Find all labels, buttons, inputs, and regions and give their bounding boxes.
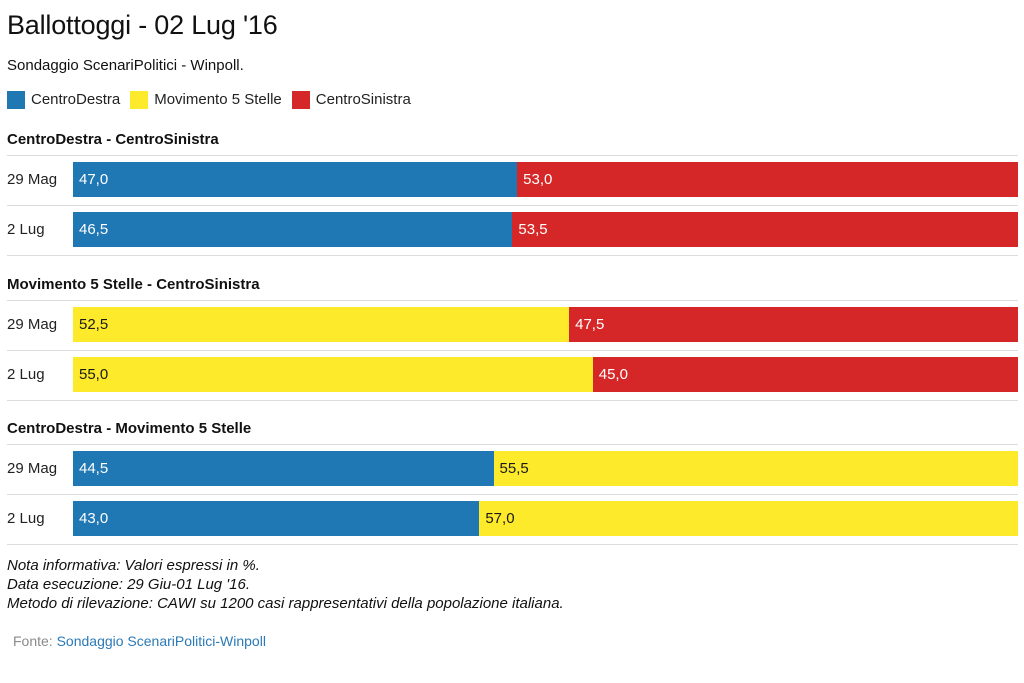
category-label: 2 Lug <box>7 510 45 527</box>
source: Fonte: Sondaggio ScenariPolitici-Winpoll <box>13 633 266 650</box>
section-title: Movimento 5 Stelle - CentroSinistra <box>7 276 260 293</box>
bar-segment[interactable]: 53,5 <box>512 212 1018 247</box>
legend-label: CentroSinistra <box>315 91 411 108</box>
stacked-bar: 52,5 47,5 <box>73 307 1018 342</box>
chart-subtitle: Sondaggio ScenariPolitici - Winpoll. <box>7 57 244 74</box>
data-label: 47,0 <box>79 171 109 188</box>
note-line: Data esecuzione: 29 Giu-01 Lug '16. <box>7 576 251 593</box>
legend-label: Movimento 5 Stelle <box>154 91 282 108</box>
stacked-bar: 55,0 45,0 <box>73 357 1018 392</box>
legend-item-movimento-5-stelle[interactable]: Movimento 5 Stelle <box>130 91 282 109</box>
bar-segment[interactable]: 47,0 <box>73 162 518 197</box>
source-link[interactable]: Sondaggio ScenariPolitici-Winpoll <box>56 633 266 649</box>
bar-segment[interactable]: 43,0 <box>73 501 480 536</box>
data-label: 43,0 <box>79 510 109 527</box>
legend: CentroDestra Movimento 5 Stelle CentroSi… <box>7 90 421 110</box>
section-title: CentroDestra - Movimento 5 Stelle <box>7 420 252 437</box>
row-separator <box>7 300 1018 301</box>
row-separator <box>7 255 1018 256</box>
source-label: Fonte: <box>13 633 53 649</box>
data-label: 52,5 <box>79 316 109 333</box>
bar-segment[interactable]: 47,5 <box>569 307 1018 342</box>
legend-swatch <box>291 91 310 109</box>
legend-swatch <box>7 91 25 109</box>
data-label: 53,5 <box>518 221 548 238</box>
row-separator <box>7 400 1018 401</box>
row-separator <box>7 205 1018 206</box>
bar-segment[interactable]: 44,5 <box>73 451 494 486</box>
row-separator <box>7 350 1018 351</box>
category-label: 2 Lug <box>7 366 45 383</box>
legend-swatch <box>130 91 149 109</box>
data-label: 47,5 <box>575 316 605 333</box>
chart-title: Ballottoggi - 02 Lug '16 <box>7 10 278 40</box>
bar-segment[interactable]: 57,0 <box>479 501 1018 536</box>
note-line: Metodo di rilevazione: CAWI su 1200 casi… <box>7 595 564 612</box>
bar-segment[interactable]: 45,0 <box>592 357 1018 392</box>
bar-segment[interactable]: 55,0 <box>73 357 593 392</box>
bar-segment[interactable]: 55,5 <box>493 451 1018 486</box>
data-label: 44,5 <box>79 460 109 477</box>
data-label: 46,5 <box>79 221 109 238</box>
data-label: 55,0 <box>79 366 109 383</box>
data-label: 55,5 <box>499 460 529 477</box>
category-label: 29 Mag <box>7 171 58 188</box>
category-label: 29 Mag <box>7 316 58 333</box>
stacked-bar: 47,0 53,0 <box>73 162 1018 197</box>
legend-item-centrodestra[interactable]: CentroDestra <box>7 91 120 109</box>
stacked-bar: 44,5 55,5 <box>73 451 1018 486</box>
notes: Nota informativa: Valori espressi in %. … <box>7 556 564 613</box>
data-label: 53,0 <box>523 171 553 188</box>
category-label: 29 Mag <box>7 460 58 477</box>
row-separator <box>7 544 1018 545</box>
stacked-bar: 43,0 57,0 <box>73 501 1018 536</box>
category-label: 2 Lug <box>7 221 45 238</box>
bar-segment[interactable]: 46,5 <box>73 212 513 247</box>
note-line: Nota informativa: Valori espressi in %. <box>7 557 260 574</box>
row-separator <box>7 494 1018 495</box>
stacked-bar: 46,5 53,5 <box>73 212 1018 247</box>
data-label: 57,0 <box>485 510 515 527</box>
row-separator <box>7 444 1018 445</box>
section-title: CentroDestra - CentroSinistra <box>7 131 219 148</box>
legend-item-centrosinistra[interactable]: CentroSinistra <box>291 91 411 109</box>
legend-label: CentroDestra <box>31 91 121 108</box>
bar-segment[interactable]: 52,5 <box>73 307 570 342</box>
data-label: 45,0 <box>598 366 628 383</box>
bar-segment[interactable]: 53,0 <box>517 162 1018 197</box>
row-separator <box>7 155 1018 156</box>
